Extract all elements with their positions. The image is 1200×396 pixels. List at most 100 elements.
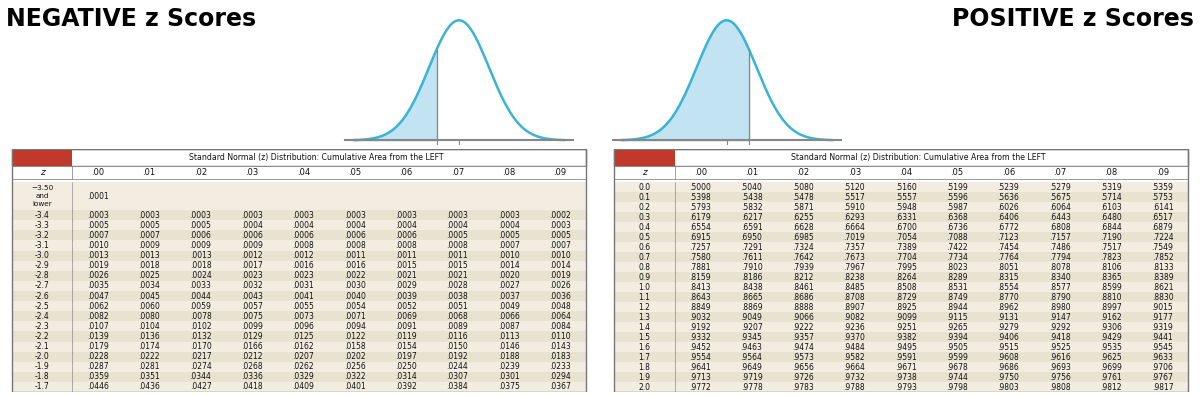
Text: .01: .01: [745, 168, 758, 177]
Text: .9222: .9222: [792, 323, 814, 331]
Text: .0052: .0052: [395, 302, 416, 310]
Text: .0013: .0013: [138, 251, 160, 260]
Text: 0.3: 0.3: [638, 213, 650, 222]
Bar: [614, 166, 1188, 179]
Text: .8531: .8531: [946, 283, 968, 291]
Text: .0004: .0004: [446, 221, 468, 230]
Text: .0032: .0032: [241, 282, 263, 290]
Text: .0146: .0146: [498, 342, 520, 351]
Text: .0233: .0233: [550, 362, 571, 371]
Bar: [12, 281, 586, 291]
Text: .8078: .8078: [1049, 263, 1070, 272]
Text: .0011: .0011: [343, 251, 366, 260]
Text: .9429: .9429: [1100, 333, 1122, 342]
Text: .0010: .0010: [550, 251, 571, 260]
Text: -3.3: -3.3: [35, 221, 49, 230]
Text: .5753: .5753: [1152, 192, 1174, 202]
Text: .6331: .6331: [895, 213, 917, 222]
Text: .0170: .0170: [190, 342, 211, 351]
Text: 2.0: 2.0: [638, 383, 650, 392]
Text: .0154: .0154: [395, 342, 416, 351]
Text: .00: .00: [694, 168, 707, 177]
Text: .7734: .7734: [946, 253, 968, 262]
Text: .9608: .9608: [997, 352, 1019, 362]
Text: .5871: .5871: [792, 203, 814, 211]
Text: .08: .08: [1104, 168, 1117, 177]
Text: .0344: .0344: [190, 372, 211, 381]
Text: .0030: .0030: [343, 282, 366, 290]
Text: .03: .03: [245, 168, 258, 177]
Text: .08: .08: [502, 168, 515, 177]
Text: .0082: .0082: [86, 312, 109, 321]
Text: .0039: .0039: [395, 291, 416, 301]
Bar: [614, 342, 1188, 352]
Text: .7224: .7224: [1152, 232, 1174, 242]
Text: .0021: .0021: [395, 271, 416, 280]
Text: .7967: .7967: [844, 263, 865, 272]
Text: .6808: .6808: [1049, 223, 1070, 232]
Text: .7291: .7291: [740, 243, 762, 251]
Text: .9756: .9756: [1049, 373, 1070, 381]
Text: 1.3: 1.3: [638, 312, 650, 322]
Bar: [614, 372, 1188, 382]
Text: .8869: .8869: [740, 303, 762, 312]
Text: .6368: .6368: [946, 213, 968, 222]
Text: .07: .07: [1054, 168, 1067, 177]
Text: .0054: .0054: [343, 302, 366, 310]
Text: .0359: .0359: [86, 372, 109, 381]
Text: .9463: .9463: [740, 343, 762, 352]
Text: .5793: .5793: [689, 203, 712, 211]
Text: .6103: .6103: [1100, 203, 1122, 211]
Text: .7257: .7257: [689, 243, 712, 251]
Text: .6517: .6517: [1152, 213, 1174, 222]
Text: .8962: .8962: [997, 303, 1019, 312]
Text: .6026: .6026: [997, 203, 1019, 211]
Text: 0.8: 0.8: [638, 263, 650, 272]
Text: 0: 0: [746, 150, 751, 159]
Text: .9357: .9357: [792, 333, 814, 342]
Text: .0005: .0005: [446, 231, 468, 240]
Text: -2.9: -2.9: [35, 261, 49, 270]
Text: -3.0: -3.0: [35, 251, 49, 260]
Text: .7823: .7823: [1100, 253, 1122, 262]
Text: .0008: .0008: [293, 241, 314, 250]
Text: .0125: .0125: [293, 332, 314, 341]
Text: .6179: .6179: [689, 213, 712, 222]
Text: .0048: .0048: [550, 302, 571, 310]
Text: .7704: .7704: [895, 253, 917, 262]
Text: .02: .02: [797, 168, 810, 177]
Text: .0003: .0003: [241, 211, 263, 220]
Text: .0029: .0029: [395, 282, 416, 290]
Text: .0222: .0222: [138, 352, 160, 361]
Text: .5359: .5359: [1152, 183, 1174, 192]
Text: .8212: .8212: [792, 272, 814, 282]
Text: -2.2: -2.2: [35, 332, 49, 341]
Text: .5557: .5557: [895, 192, 917, 202]
Text: .0055: .0055: [293, 302, 314, 310]
Text: .0011: .0011: [395, 251, 416, 260]
Text: .8264: .8264: [895, 272, 917, 282]
Text: .0068: .0068: [446, 312, 468, 321]
Text: .7910: .7910: [740, 263, 762, 272]
Text: .9564: .9564: [740, 352, 762, 362]
Text: .9292: .9292: [1049, 323, 1070, 331]
Text: .9649: .9649: [740, 363, 762, 371]
Text: .9306: .9306: [1100, 323, 1122, 331]
Text: 1.9: 1.9: [638, 373, 650, 381]
Text: .0351: .0351: [138, 372, 160, 381]
Text: -1.7: -1.7: [35, 383, 49, 392]
Text: .8186: .8186: [740, 272, 762, 282]
Text: .0110: .0110: [550, 332, 571, 341]
Text: .0329: .0329: [293, 372, 314, 381]
Text: .5239: .5239: [997, 183, 1019, 192]
Text: .0017: .0017: [241, 261, 263, 270]
Text: .0256: .0256: [343, 362, 366, 371]
Text: .04: .04: [899, 168, 912, 177]
Text: 0.9: 0.9: [638, 272, 650, 282]
Text: .9693: .9693: [1049, 363, 1070, 371]
Text: .7088: .7088: [946, 232, 968, 242]
Text: .09: .09: [553, 168, 566, 177]
Text: .8389: .8389: [1152, 272, 1174, 282]
Text: .8997: .8997: [1100, 303, 1122, 312]
Text: .9678: .9678: [946, 363, 968, 371]
